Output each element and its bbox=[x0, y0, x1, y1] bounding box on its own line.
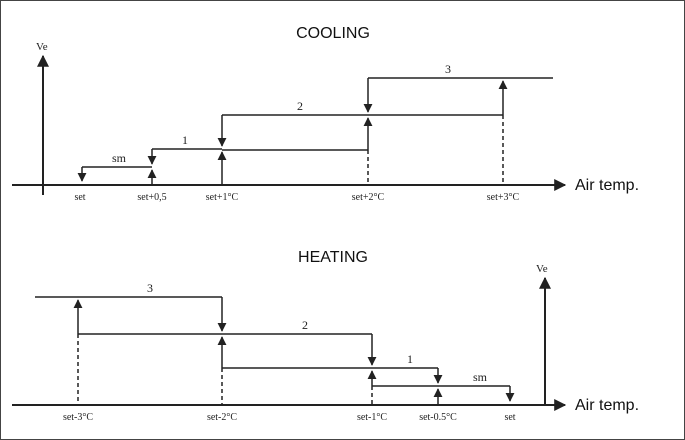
heating-tick-set: set bbox=[504, 412, 515, 423]
heating-chart: HEATING Ve Air temp. bbox=[12, 249, 639, 423]
heating-tick-set-minus-1: set-1°C bbox=[357, 412, 387, 423]
cooling-tick-set-plus-2: set+2°C bbox=[352, 192, 385, 203]
cooling-tick-set-plus-0-5: set+0,5 bbox=[137, 192, 166, 203]
cooling-tick-set-plus-3: set+3°C bbox=[487, 192, 520, 203]
cooling-title: COOLING bbox=[296, 25, 370, 42]
heating-tick-set-minus-3: set-3°C bbox=[63, 412, 93, 423]
cooling-x-label: Air temp. bbox=[575, 177, 639, 194]
cooling-step-label-sm: sm bbox=[112, 151, 127, 165]
heating-tick-set-minus-0-5: set-0.5°C bbox=[419, 412, 457, 423]
cooling-y-label: Ve bbox=[36, 41, 48, 53]
heating-tick-set-minus-2: set-2°C bbox=[207, 412, 237, 423]
cooling-tick-set-plus-1: set+1°C bbox=[206, 192, 239, 203]
heating-y-label: Ve bbox=[536, 263, 548, 275]
cooling-chart: COOLING Ve Air temp. bbox=[12, 25, 639, 203]
heating-title: HEATING bbox=[298, 249, 368, 266]
heating-step-label-1: 1 bbox=[407, 352, 413, 366]
heating-step-label-sm: sm bbox=[473, 370, 488, 384]
heating-x-label: Air temp. bbox=[575, 397, 639, 414]
heating-step-label-2: 2 bbox=[302, 318, 308, 332]
heating-step-label-3: 3 bbox=[147, 281, 153, 295]
cooling-step-label-1: 1 bbox=[182, 133, 188, 147]
cooling-step-label-3: 3 bbox=[445, 62, 451, 76]
cooling-step-label-2: 2 bbox=[297, 99, 303, 113]
cooling-tick-set: set bbox=[74, 192, 85, 203]
